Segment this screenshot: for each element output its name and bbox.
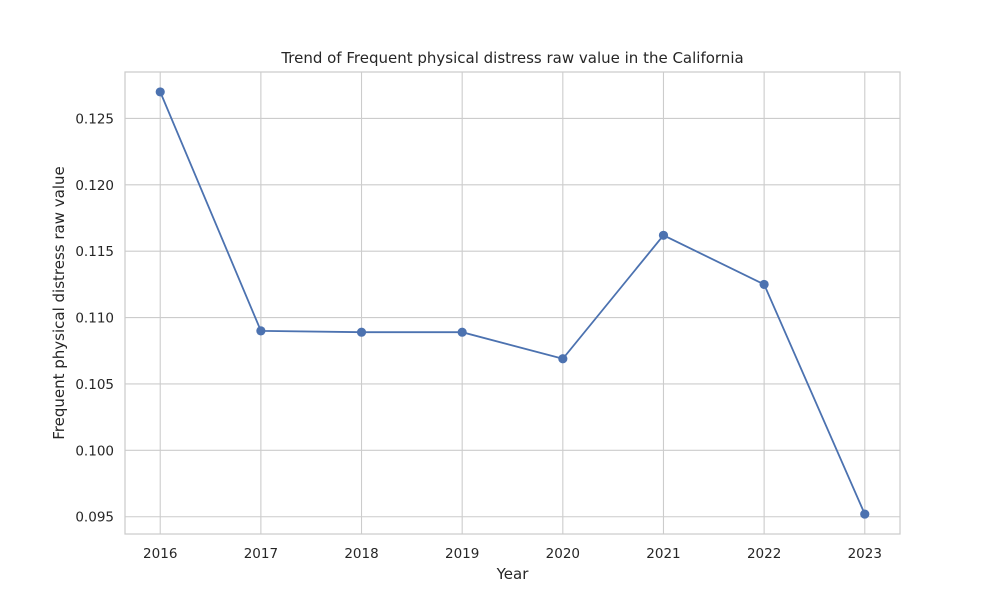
data-point (558, 354, 568, 364)
y-tick-label: 0.110 (75, 311, 114, 327)
data-point (356, 327, 367, 337)
series-line (159, 91, 866, 515)
x-tick-label: 2020 (546, 546, 580, 562)
x-tick-label: 2018 (344, 546, 378, 562)
x-tick-label: 2017 (244, 546, 278, 562)
x-tick-label: 2022 (747, 546, 781, 562)
y-tick-label: 0.095 (75, 510, 114, 526)
data-point (155, 87, 165, 97)
x-axis-label: Year (496, 565, 530, 583)
x-tick-label: 2019 (445, 546, 479, 562)
data-point (860, 509, 870, 519)
series-layer (155, 87, 870, 519)
data-point (256, 326, 266, 336)
y-tick-label: 0.125 (75, 111, 114, 127)
y-tick-label: 0.120 (75, 178, 114, 194)
tick-labels: 2016 2017 2018 2019 2020 2021 2022 2023 0.095 0.1… (75, 111, 882, 562)
grid (125, 72, 900, 534)
data-point (658, 230, 669, 240)
data-point (759, 279, 769, 290)
x-tick-label: 2021 (646, 546, 680, 562)
y-tick-label: 0.105 (75, 377, 114, 393)
x-tick-label: 2016 (143, 546, 177, 562)
data-point (457, 327, 467, 337)
x-tick-label: 2023 (848, 546, 882, 562)
y-axis-label: Frequent physical distress raw value (50, 166, 68, 440)
y-tick-label: 0.100 (75, 443, 114, 459)
chart-title: Trend of Frequent physical distress raw … (280, 49, 743, 67)
plot-frame (124, 71, 901, 535)
y-tick-label: 0.115 (75, 244, 114, 260)
